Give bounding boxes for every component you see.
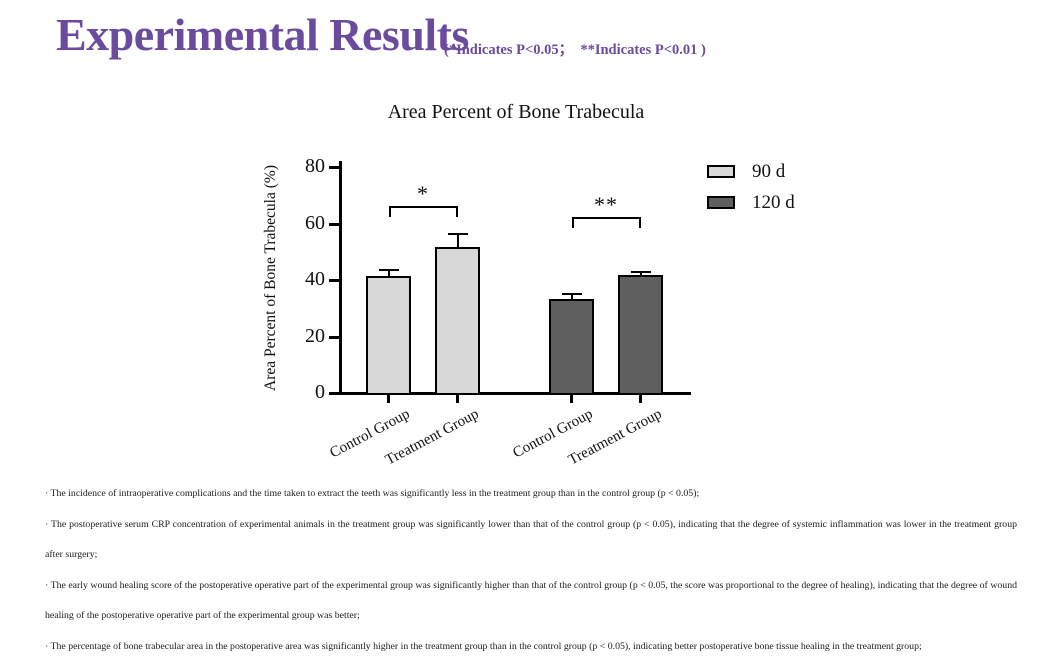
error-bar-line [639, 270, 642, 275]
chart-legend: 90 d 120 d [707, 156, 795, 218]
note-bullet-4: · The percentage of bone trabecular area… [45, 640, 922, 652]
legend-label-90d: 90 d [752, 160, 786, 182]
x-tick [639, 395, 642, 403]
y-axis [339, 161, 342, 395]
legend-swatch-90d-icon [707, 165, 735, 178]
legend-label-120d: 120 d [752, 191, 795, 213]
y-tick [329, 222, 339, 226]
significance-label: * [417, 180, 429, 206]
significance-key: (*Indicates P<0.05； **Indicates P<0.01 ) [444, 42, 706, 58]
error-bar-line [456, 232, 459, 247]
x-tick [570, 395, 573, 403]
x-tick [387, 395, 390, 403]
y-tick [329, 392, 339, 395]
significance-bracket [388, 205, 458, 217]
significance-label: ** [594, 192, 618, 218]
error-bar-line [570, 293, 573, 299]
legend-swatch-120d-icon [707, 196, 735, 209]
bar-3 [549, 298, 594, 395]
error-bar-cap [378, 269, 399, 272]
y-tick [329, 166, 339, 170]
y-tick [329, 279, 339, 283]
x-axis [339, 392, 691, 395]
note-bullet-2: · The postoperative serum CRP concentrat… [45, 518, 1017, 561]
y-tick [329, 335, 339, 339]
bar-4 [618, 274, 663, 395]
error-bar-line [387, 269, 390, 277]
note-bullet-3: · The early wound healing score of the p… [45, 579, 1017, 622]
note-bullet-1: · The incidence of intraoperative compli… [45, 488, 700, 499]
error-bar-cap [630, 270, 651, 273]
y-tick-label: 0 [315, 381, 325, 403]
error-bar-cap [447, 232, 468, 235]
slide-title: Experimental Results [56, 9, 469, 60]
y-tick-label: 20 [305, 324, 325, 347]
y-tick-label: 60 [305, 211, 325, 234]
y-tick-label: 40 [305, 268, 325, 291]
significance-bracket [571, 217, 641, 229]
notes: · The incidence of intraoperative compli… [45, 479, 1017, 662]
x-tick [456, 395, 459, 403]
legend-item-120d: 120 d [707, 187, 795, 218]
chart-title: Area Percent of Bone Trabecula [387, 101, 645, 123]
error-bar-cap [561, 293, 582, 296]
legend-item-90d: 90 d [707, 156, 795, 187]
bar-2 [435, 246, 480, 395]
y-tick-label: 80 [305, 155, 325, 178]
bar-1 [366, 276, 411, 395]
